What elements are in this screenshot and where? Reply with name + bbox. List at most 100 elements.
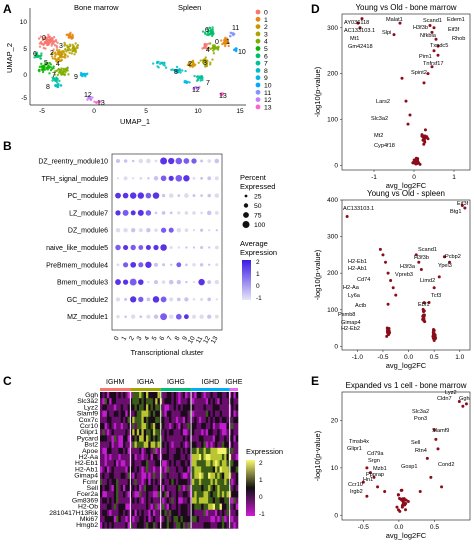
heatmap-cell bbox=[205, 485, 209, 492]
heatmap-cell bbox=[164, 491, 167, 498]
heatmap-cell bbox=[155, 466, 158, 473]
heatmap-cell bbox=[198, 454, 202, 461]
heatmap-cell bbox=[212, 416, 216, 424]
heatmap-cell bbox=[162, 509, 165, 517]
heatmap-cell bbox=[148, 522, 151, 529]
heatmap-cell bbox=[157, 466, 161, 473]
heatmap-cell bbox=[182, 416, 186, 424]
dotplot-dot bbox=[214, 158, 220, 164]
heatmap-cell bbox=[201, 516, 204, 523]
heatmap-cell bbox=[127, 392, 131, 399]
heatmap-cell bbox=[155, 491, 158, 498]
heatmap-cell bbox=[210, 472, 213, 480]
dotplot-row-label: PreBmem_module4 bbox=[46, 262, 108, 269]
heatmap-cell bbox=[192, 466, 195, 473]
heatmap-cell bbox=[125, 416, 128, 424]
heatmap-cell bbox=[169, 460, 172, 467]
heatmap-cell bbox=[171, 454, 174, 461]
heatmap-cell bbox=[201, 392, 204, 399]
heatmap-cell bbox=[235, 522, 239, 529]
heatmap-cell bbox=[150, 423, 154, 430]
heatmap-cell bbox=[178, 435, 181, 442]
heatmap-cell bbox=[129, 416, 133, 424]
heatmap-cell bbox=[217, 392, 220, 399]
heatmap-cell bbox=[125, 472, 128, 480]
umap-cluster-label: 13 bbox=[97, 100, 105, 107]
heatmap-cell bbox=[164, 423, 167, 430]
heatmap-cell bbox=[120, 509, 124, 517]
umap-cell-point bbox=[66, 45, 70, 49]
heatmap-cell bbox=[196, 410, 200, 418]
umap-legend-label: 0 bbox=[264, 10, 268, 17]
heatmap-cell bbox=[146, 491, 149, 498]
heatmap-cell bbox=[116, 491, 119, 498]
heatmap-cell bbox=[166, 503, 170, 511]
heatmap-cell bbox=[125, 460, 128, 467]
heatmap-cell bbox=[219, 423, 223, 430]
heatmap-cell bbox=[106, 503, 110, 511]
heatmap-cell bbox=[118, 429, 121, 436]
heatmap-cell bbox=[185, 410, 188, 418]
heatmap-cell bbox=[173, 423, 177, 430]
heatmap-cell bbox=[210, 398, 213, 405]
heatmap-cell bbox=[113, 478, 117, 486]
heatmap-cell bbox=[233, 454, 236, 461]
heatmap-cell bbox=[125, 410, 128, 418]
volcano-point bbox=[417, 260, 421, 264]
dotplot-dot bbox=[192, 246, 196, 249]
color-legend-tick: -1 bbox=[256, 295, 262, 302]
heatmap-cell bbox=[187, 410, 190, 418]
heatmap-cell bbox=[102, 392, 105, 399]
heatmap-cell bbox=[120, 447, 124, 455]
umap-cell-point bbox=[84, 75, 87, 78]
heatmap-cell bbox=[210, 404, 213, 411]
heatmap-cell bbox=[104, 466, 108, 473]
heatmap-cell bbox=[148, 460, 151, 467]
heatmap-cell bbox=[143, 429, 147, 436]
heatmap-cell bbox=[150, 522, 154, 529]
umap-cluster-label: 4 bbox=[56, 61, 60, 68]
heatmap-cell bbox=[111, 522, 115, 529]
dotplot-col-label: 9 bbox=[181, 335, 189, 342]
heatmap-cell bbox=[178, 472, 181, 480]
heatmap-cell bbox=[201, 441, 204, 449]
heatmap-cell bbox=[136, 429, 140, 436]
volcano-point bbox=[437, 275, 441, 279]
heatmap-cell bbox=[171, 497, 174, 504]
heatmap-cell bbox=[111, 435, 115, 442]
heatmap-cell bbox=[212, 460, 216, 467]
umap-cell-point bbox=[42, 43, 45, 47]
heatmap-cell bbox=[187, 398, 190, 405]
volcano-d-bottom: Young vs Old - spleen-1.0 -0.5 0.0 0.5 1.001… bbox=[313, 189, 471, 370]
heatmap-cell bbox=[102, 404, 105, 411]
volcano-xtick: 0.5 bbox=[430, 354, 439, 361]
heatmap-cell bbox=[104, 423, 108, 430]
volcano-gene-label: H2-Aa bbox=[343, 285, 360, 291]
umap-cell-point bbox=[219, 39, 223, 42]
heatmap-cell bbox=[173, 447, 177, 455]
heatmap-group-bar bbox=[100, 388, 131, 391]
dotplot-dot bbox=[160, 296, 167, 303]
volcano-point bbox=[385, 334, 389, 338]
heatmap-cell bbox=[192, 398, 195, 405]
heatmap-cell bbox=[233, 460, 236, 467]
heatmap-legend-tick: 2 bbox=[259, 460, 263, 467]
heatmap-cell bbox=[233, 410, 236, 418]
dotplot-dot bbox=[115, 244, 121, 251]
heatmap-cell bbox=[198, 416, 202, 424]
dotplot-dot bbox=[116, 315, 120, 319]
umap-cell-point bbox=[191, 65, 194, 69]
volcano-ytick: 300 bbox=[327, 234, 338, 241]
volcano-gene-label: Actb bbox=[355, 303, 366, 309]
heatmap-cell bbox=[180, 478, 184, 486]
heatmap-cell bbox=[111, 478, 115, 486]
heatmap-cell bbox=[221, 472, 225, 480]
panel-label-a: A bbox=[3, 2, 12, 16]
dotplot-dot bbox=[131, 228, 136, 233]
dotplot-dot bbox=[183, 158, 190, 164]
volcano-gene-label: H3f3a bbox=[400, 264, 416, 270]
heatmap-cell bbox=[146, 497, 149, 504]
heatmap-group-label: IGHA bbox=[137, 379, 154, 386]
heatmap-cell bbox=[203, 410, 207, 418]
heatmap-cell bbox=[217, 416, 220, 424]
